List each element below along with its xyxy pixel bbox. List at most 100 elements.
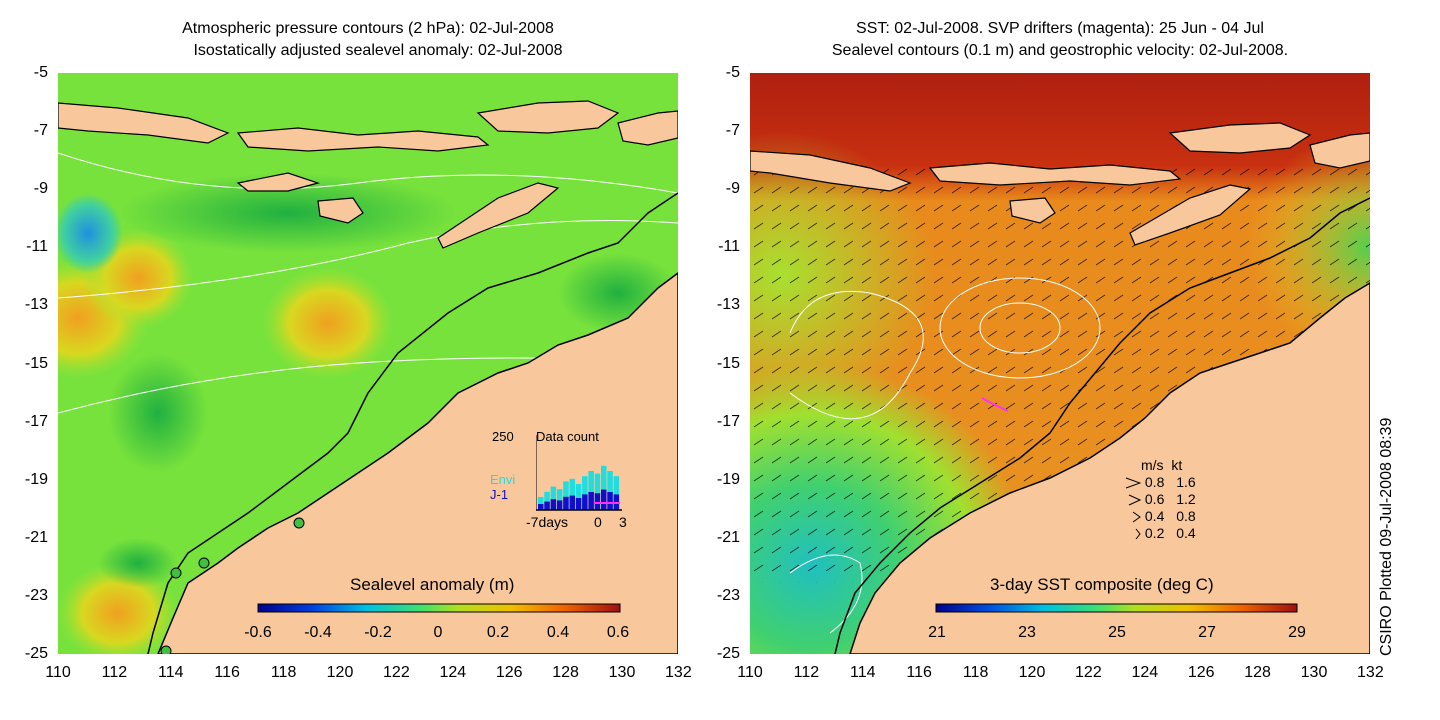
inset-bar-envi (569, 478, 575, 510)
left-cb-tick-6: 0.6 (606, 624, 630, 641)
left-cb-tick-5: 0.4 (546, 624, 570, 641)
inset-bar-j1 (569, 495, 575, 510)
velocity-kt: 0.4 (1172, 525, 1196, 541)
left-cb-tick-4: 0.2 (486, 624, 510, 641)
velocity-ms: 0.2 (1141, 525, 1165, 541)
right-title-line1: SST: 02-Jul-2008. SVP drifters (magenta)… (856, 20, 1264, 37)
right-y-tick-4: -13 (716, 296, 740, 314)
left-cb-tick-0: -0.6 (244, 624, 272, 641)
left-y-tick-1: -7 (33, 122, 48, 140)
right-x-tick-1: 112 (793, 664, 820, 681)
inset-title: Data count (536, 429, 599, 444)
right-y-tick-6: -17 (716, 412, 740, 430)
left-y-tick-9: -23 (24, 586, 48, 604)
right-cb-tick-1: 23 (1018, 624, 1036, 641)
inset-series-j1: J-1 (490, 487, 509, 502)
right-y-tick-5: -15 (716, 354, 740, 372)
data-count-inset: 250 Data count Envi J-1 -7days 0 3 (480, 425, 640, 535)
inset-bar-j1 (594, 493, 601, 510)
inset-bar-envi (607, 471, 613, 510)
inset-bar-envi (563, 481, 569, 510)
velocity-legend: m/s kt 0.8 1.6 0.6 1.2 0.4 0.8 0.2 0.4 (1125, 455, 1215, 545)
velocity-ms: 0.4 (1141, 508, 1165, 524)
inset-bar-j1 (588, 492, 594, 510)
velocity-kt: 1.6 (1172, 474, 1196, 490)
left-y-tick-2: -9 (33, 180, 48, 198)
left-x-tick-9: 128 (552, 664, 579, 681)
left-title-line2: Isostatically adjusted sealevel anomaly:… (193, 42, 563, 59)
right-x-tick-5: 120 (1018, 664, 1046, 681)
right-y-tick-3: -11 (718, 238, 740, 256)
velocity-arrow-icon (1135, 528, 1141, 540)
left-x-tick-2: 114 (158, 664, 184, 681)
inset-bar-j1 (601, 489, 607, 510)
right-x-tick-0: 110 (737, 664, 763, 681)
left-y-tick-7: -19 (24, 470, 48, 488)
left-x-tick-3: 116 (214, 664, 240, 681)
inset-bar-j1 (544, 501, 550, 510)
inset-bar-j1 (538, 504, 544, 510)
right-y-tick-8: -21 (716, 528, 740, 546)
velocity-arrow-icon (1125, 477, 1142, 489)
right-x-tick-9: 128 (1244, 664, 1271, 681)
left-x-tick-1: 112 (101, 664, 128, 681)
right-x-tick-7: 124 (1131, 664, 1159, 681)
velocity-arrow-icon (1128, 494, 1142, 506)
plot-credit: CSIRO Plotted 09-Jul-2008 08:39 (1378, 417, 1395, 656)
right-y-tick-9: -23 (716, 586, 740, 604)
right-y-tick-1: -7 (725, 122, 740, 140)
right-cb-tick-3: 27 (1198, 624, 1216, 641)
inset-bar-envi (575, 484, 582, 510)
inset-bar-envi (538, 497, 544, 510)
inset-bar-envi (550, 486, 557, 510)
left-x-tick-6: 122 (383, 664, 410, 681)
velocity-kt: 0.8 (1172, 508, 1196, 524)
inset-bar-envi (582, 476, 588, 510)
right-x-tick-6: 122 (1075, 664, 1102, 681)
inset-bar-j1 (607, 492, 613, 510)
inset-bar-envi (556, 489, 563, 510)
inset-series-envi: Envi (490, 472, 516, 487)
velocity-legend-row: 0.4 0.8 (1125, 508, 1196, 524)
left-y-tick-0: -5 (33, 64, 48, 81)
right-title-line2: Sealevel contours (0.1 m) and geostrophi… (831, 42, 1289, 59)
right-x-tick-3: 116 (906, 664, 932, 681)
sst-map (750, 73, 1370, 654)
inset-bar-envi (601, 465, 607, 510)
left-x-tick-11: 132 (665, 664, 692, 681)
left-y-tick-10: -25 (24, 645, 48, 662)
left-y-tick-4: -13 (24, 296, 48, 314)
right-y-tick-0: -5 (725, 64, 740, 81)
inset-bar-j1 (582, 494, 588, 510)
inset-bar-envi (544, 491, 550, 510)
inset-xtick-start: -7days (526, 514, 569, 530)
left-cb-tick-1: -0.4 (304, 624, 332, 641)
right-y-tick-10: -25 (716, 645, 740, 662)
velocity-ms: 0.6 (1141, 491, 1165, 507)
inset-max-value: 250 (492, 429, 514, 444)
velocity-arrow-icon (1132, 511, 1141, 523)
sealevel-anomaly-map (58, 73, 678, 654)
right-colorbar-label: 3-day SST composite (deg C) (990, 575, 1214, 594)
right-cb-tick-4: 29 (1288, 624, 1306, 641)
velocity-legend-unit-kt: kt (1171, 457, 1183, 473)
left-y-tick-5: -15 (24, 354, 48, 372)
left-cb-tick-3: 0 (433, 624, 443, 641)
left-colorbar-label: Sealevel anomaly (m) (350, 575, 515, 594)
left-x-tick-10: 130 (608, 664, 636, 681)
inset-bar-j1 (556, 500, 563, 510)
left-x-tick-0: 110 (45, 664, 71, 681)
right-y-tick-7: -19 (716, 470, 740, 488)
right-x-tick-10: 130 (1300, 664, 1328, 681)
velocity-legend-row: 0.2 0.4 (1125, 525, 1196, 541)
left-x-tick-8: 126 (495, 664, 523, 681)
left-x-tick-7: 124 (439, 664, 467, 681)
inset-bar-envi (588, 471, 594, 510)
left-x-tick-4: 118 (270, 664, 297, 681)
inset-bar-j1 (563, 496, 569, 510)
velocity-kt: 1.2 (1172, 491, 1196, 507)
right-x-tick-11: 132 (1357, 664, 1384, 681)
left-title-line1: Atmospheric pressure contours (2 hPa): 0… (182, 20, 554, 37)
right-cb-tick-0: 21 (928, 624, 946, 641)
inset-xtick-zero: 0 (594, 514, 602, 530)
